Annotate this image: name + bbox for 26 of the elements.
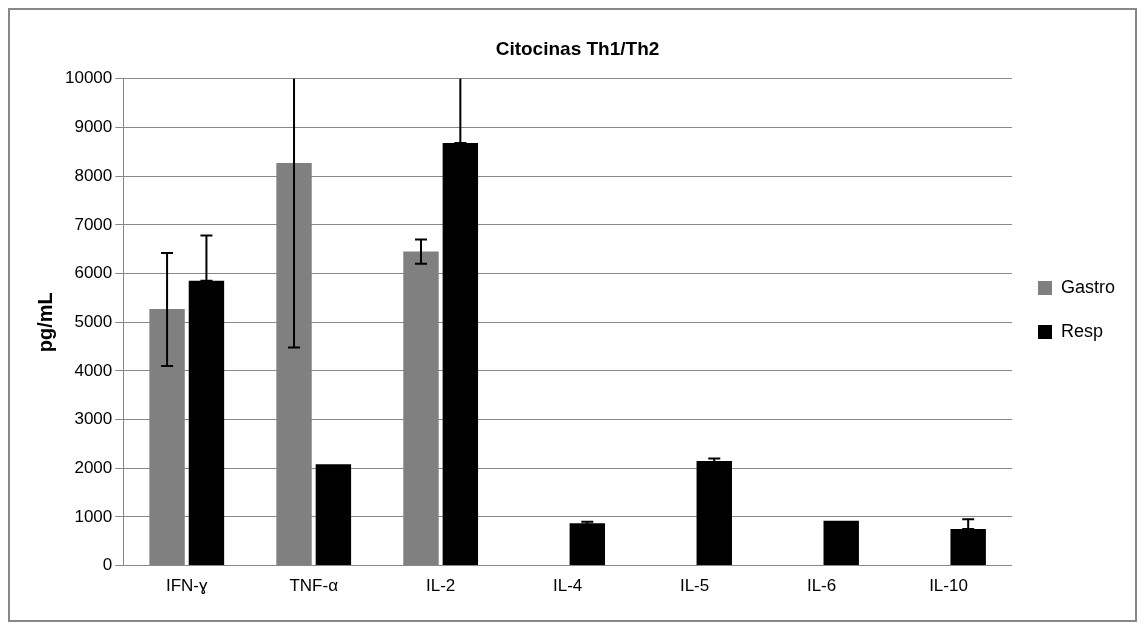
y-tick-label: 1000 <box>74 506 113 526</box>
y-tick-label: 0 <box>102 555 113 575</box>
x-tick-label: IL-2 <box>426 576 456 596</box>
legend-label: Gastro <box>1060 276 1116 297</box>
x-tick-label: IL-5 <box>679 576 710 596</box>
y-tick-label: 2000 <box>74 457 113 477</box>
x-tick-label: IL-6 <box>806 576 837 596</box>
y-tick-label: 9000 <box>74 117 113 137</box>
y-tick-label: 5000 <box>74 311 113 331</box>
y-tick-label: 3000 <box>74 409 113 429</box>
y-tick-label: 8000 <box>74 165 113 185</box>
x-tick-label: TNF-α <box>289 576 339 596</box>
bar <box>569 523 606 566</box>
y-axis-title: pg/mL <box>33 292 56 353</box>
y-tick-label: 4000 <box>74 360 113 380</box>
x-tick-label: IL-10 <box>929 576 968 596</box>
legend-label: Resp <box>1060 320 1104 341</box>
chart-title: Citocinas Th1/Th2 <box>495 37 660 59</box>
bar <box>823 520 859 566</box>
x-tick-label: IL-4 <box>552 576 583 596</box>
bar <box>315 464 352 566</box>
x-tick-label: IFN-ɣ <box>165 576 209 596</box>
y-tick-label: 7000 <box>74 214 113 234</box>
y-tick-label: 10000 <box>64 68 113 88</box>
bar <box>696 460 732 566</box>
y-tick-label: 6000 <box>74 263 113 283</box>
